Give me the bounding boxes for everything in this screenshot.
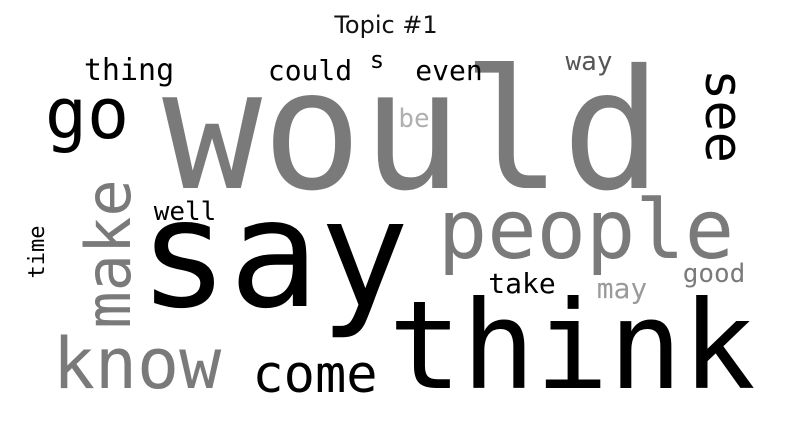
word-go: go bbox=[45, 73, 129, 155]
word-thing: thing bbox=[84, 53, 174, 88]
word-people: people bbox=[438, 183, 734, 278]
word-think: think bbox=[388, 275, 755, 417]
word-could: could bbox=[268, 54, 352, 87]
word-make: make bbox=[72, 179, 145, 328]
word-well: well bbox=[154, 197, 217, 227]
word-say: say bbox=[139, 168, 410, 342]
word-time: time bbox=[25, 226, 50, 279]
word-be: be bbox=[398, 104, 429, 134]
word-s: s bbox=[370, 46, 384, 74]
word-come: come bbox=[252, 345, 377, 405]
word-may: may bbox=[597, 272, 648, 305]
word-good: good bbox=[683, 259, 746, 289]
word-see: see bbox=[693, 69, 753, 163]
word-way: way bbox=[566, 47, 613, 77]
word-would: would bbox=[162, 35, 662, 228]
word-know: know bbox=[53, 323, 222, 405]
word-even: even bbox=[415, 54, 482, 87]
topic-title: Topic #1 bbox=[334, 11, 438, 39]
word-take: take bbox=[488, 267, 555, 300]
